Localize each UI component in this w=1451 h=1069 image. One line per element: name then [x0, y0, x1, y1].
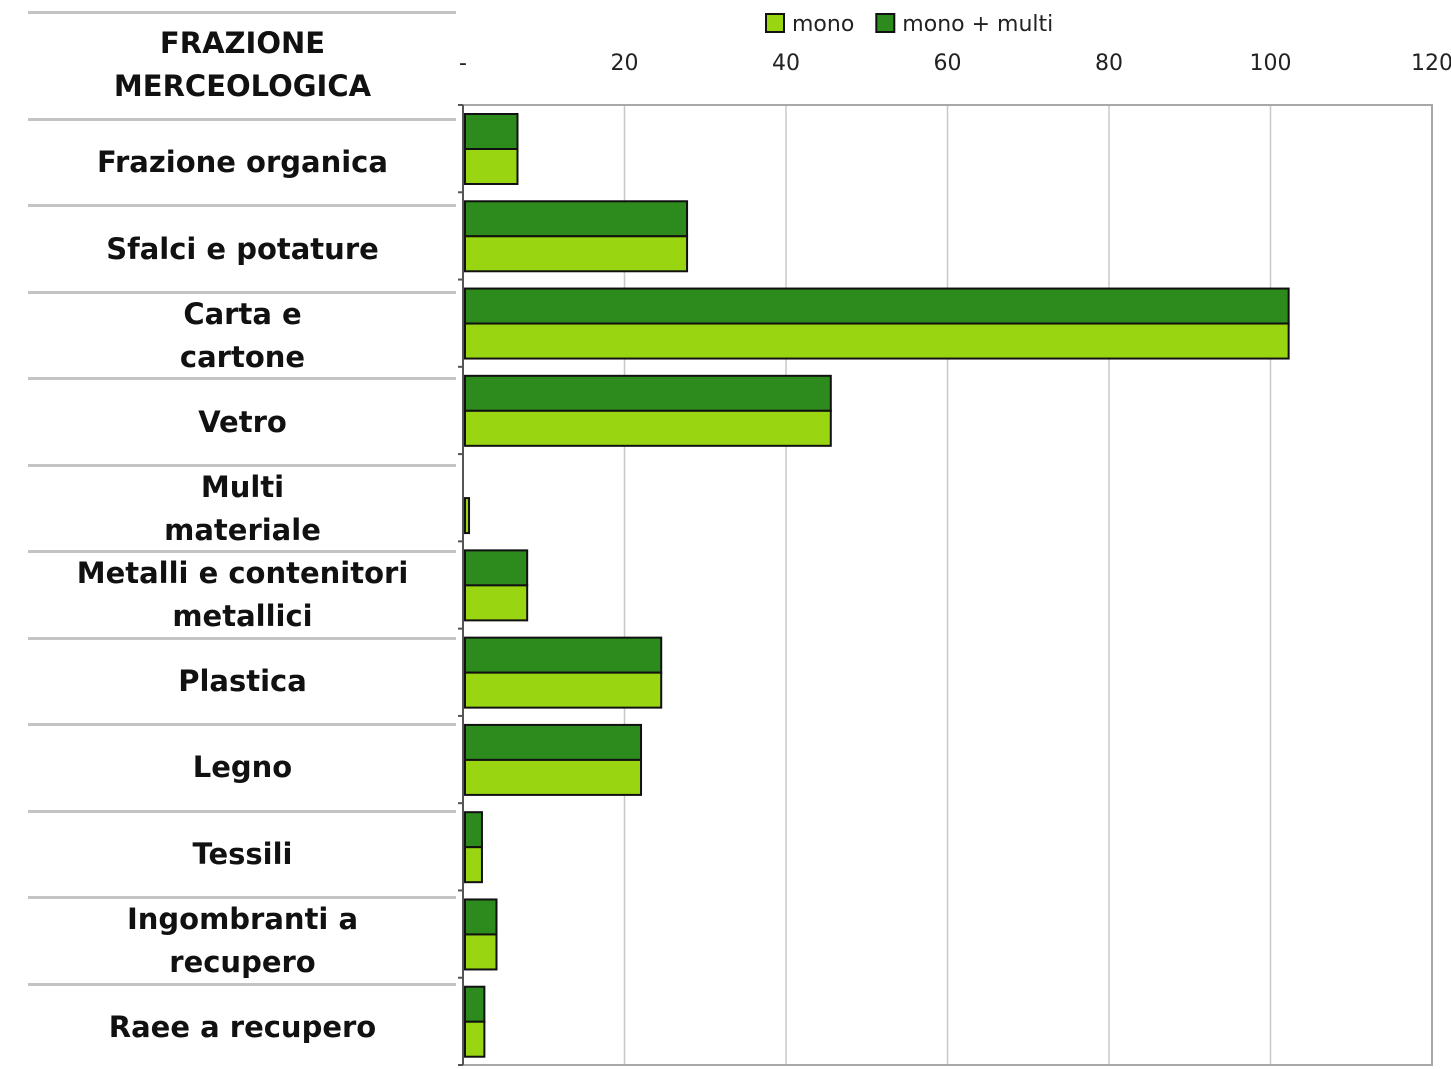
bar [464, 985, 486, 1023]
category-label: Tessili [192, 836, 293, 871]
bar [464, 898, 498, 936]
bar [464, 235, 689, 273]
bar [464, 846, 483, 884]
bar [464, 549, 529, 587]
legend-swatch [875, 13, 896, 33]
bar [464, 374, 832, 412]
category-label: Ingombranti a recupero [126, 901, 359, 979]
x-tick-label: 120 [1411, 51, 1451, 76]
bar [464, 497, 471, 535]
category-header: FRAZIONE MERCEOLOGICA [113, 26, 372, 103]
bar [464, 409, 832, 447]
bar [464, 200, 689, 238]
x-tick-label: 60 [934, 51, 962, 76]
bar [464, 723, 643, 761]
table-line [28, 896, 456, 900]
category-label: Frazione organica [97, 145, 388, 180]
bar [464, 322, 1290, 360]
table-line [28, 118, 456, 121]
bar [464, 113, 519, 150]
bar [464, 671, 663, 709]
bar [464, 758, 643, 796]
category-label: Sfalci e potature [106, 231, 379, 266]
table-line [28, 290, 456, 294]
bar [464, 933, 498, 971]
table-line [28, 377, 456, 381]
bar [464, 287, 1290, 325]
table-line [28, 982, 456, 986]
bar [464, 584, 529, 622]
category-label: Plastica [178, 663, 307, 698]
table-line [28, 550, 456, 554]
table-line [28, 463, 456, 467]
table-line [28, 11, 456, 14]
bar [464, 1020, 486, 1058]
bar [464, 811, 483, 849]
x-tick-label: 40 [772, 51, 800, 76]
category-label: Legno [192, 750, 293, 785]
bar [464, 148, 519, 185]
category-label: Raee a recupero [108, 1009, 377, 1044]
category-label: Metalli e contenitori metallici [76, 556, 409, 633]
x-tick-label: 20 [611, 51, 639, 76]
x-tick-label: - [459, 51, 467, 76]
x-tick-label: 100 [1250, 51, 1292, 76]
category-label: Carta e cartone [179, 296, 306, 374]
x-tick-label: 80 [1095, 51, 1123, 76]
table-line [28, 723, 456, 727]
category-label: Multi materiale [164, 469, 321, 547]
bar [464, 636, 663, 674]
category-label: Vetro [198, 404, 287, 439]
table-line [28, 204, 456, 208]
table-line [28, 636, 456, 640]
table-line [28, 809, 456, 813]
legend-swatch [765, 13, 785, 33]
legend-label: mono + multi [902, 12, 1053, 37]
legend-label: mono [792, 12, 854, 37]
